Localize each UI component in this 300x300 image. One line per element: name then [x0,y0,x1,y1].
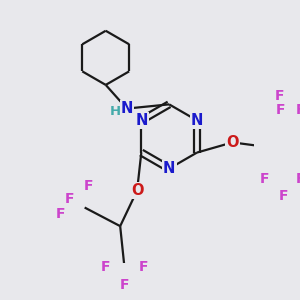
Text: F: F [260,172,269,186]
Text: F: F [120,278,129,292]
Text: O: O [131,183,143,198]
Text: F: F [101,260,110,274]
Text: F: F [276,103,286,117]
Text: O: O [226,135,239,150]
Text: F: F [296,172,300,186]
Text: N: N [163,161,175,176]
Text: N: N [135,113,148,128]
Text: F: F [65,192,74,206]
Text: N: N [191,113,203,128]
Text: F: F [138,260,148,274]
Text: N: N [121,101,133,116]
Text: F: F [56,207,66,221]
Text: F: F [84,179,94,194]
Text: F: F [296,103,300,117]
Text: F: F [278,189,288,203]
Text: F: F [274,89,284,103]
Text: H: H [110,106,121,118]
